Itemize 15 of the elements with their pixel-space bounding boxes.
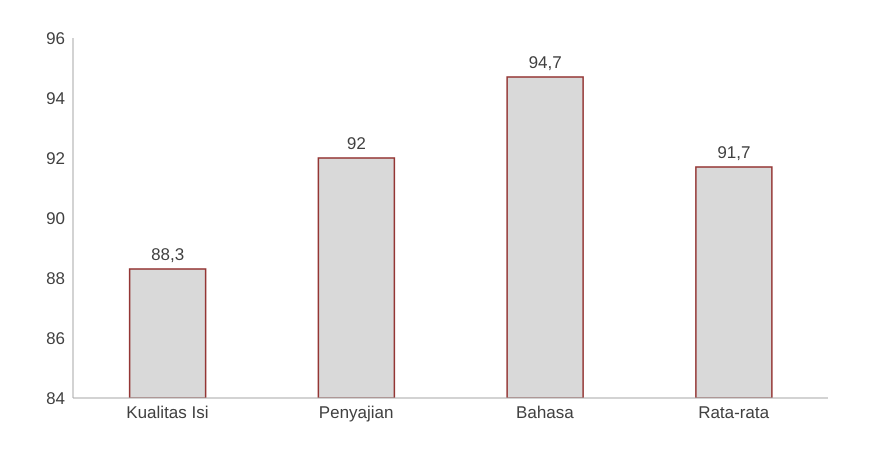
y-tick-label: 84 [46, 389, 65, 408]
x-tick-label: Penyajian [318, 403, 394, 422]
y-tick-label: 96 [46, 29, 65, 48]
y-tick-label: 86 [46, 329, 65, 348]
y-tick-label: 88 [46, 269, 65, 288]
y-tick-label: 92 [46, 149, 65, 168]
y-tick-label: 90 [46, 209, 65, 228]
data-label: 88,3 [151, 245, 184, 264]
data-label: 92 [346, 134, 366, 153]
x-tick-label: Kualitas Isi [126, 403, 208, 422]
x-tick-label: Rata-rata [698, 403, 770, 422]
x-tick-label: Bahasa [516, 403, 574, 422]
y-tick-label: 94 [46, 89, 65, 108]
data-label: 91,7 [717, 143, 750, 162]
data-label: 94,7 [528, 53, 562, 72]
